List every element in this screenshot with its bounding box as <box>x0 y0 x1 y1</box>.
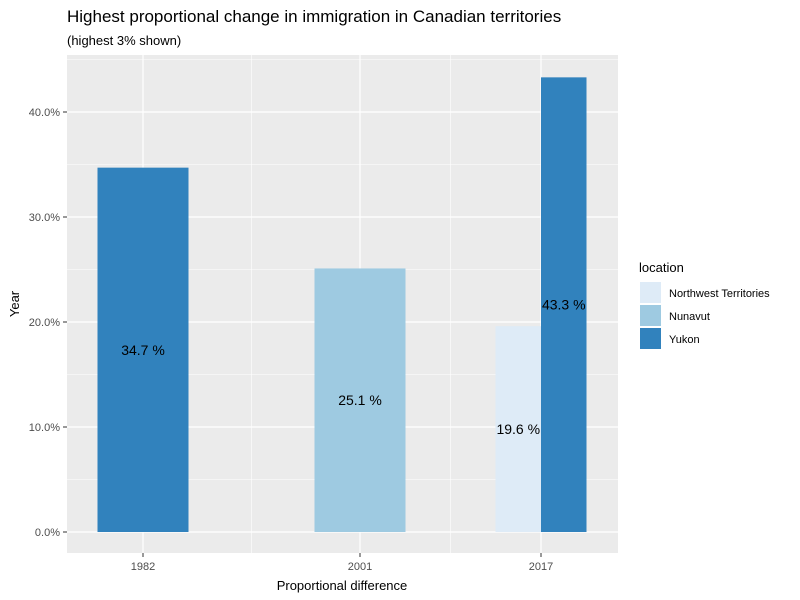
x-tick-label: 2001 <box>348 561 372 573</box>
x-tick-label: 1982 <box>131 561 155 573</box>
bar-2017-yukon <box>541 77 587 532</box>
x-axis-title: Proportional difference <box>277 578 408 593</box>
legend-key <box>640 282 661 303</box>
legend-title: location <box>639 260 684 275</box>
chart-title: Highest proportional change in immigrati… <box>67 7 561 26</box>
legend-label: Yukon <box>669 334 700 346</box>
bars <box>97 77 587 532</box>
data-label: 25.1 % <box>338 392 382 408</box>
bar-2001-nunavut <box>314 268 406 532</box>
y-tick-label: 20.0% <box>29 317 60 329</box>
y-axis-ticks: 0.0% 10.0% 20.0% 30.0% 40.0% <box>29 107 67 539</box>
bar-1982-yukon <box>97 167 189 532</box>
legend-key <box>640 305 661 326</box>
bar-2017-northwest-territories <box>495 326 541 532</box>
y-tick-label: 30.0% <box>29 212 60 224</box>
x-tick-label: 2017 <box>529 561 553 573</box>
legend-key <box>640 328 661 349</box>
y-tick-label: 0.0% <box>35 527 60 539</box>
data-label: 43.3 % <box>542 297 586 313</box>
chart-subtitle: (highest 3% shown) <box>67 33 181 48</box>
x-axis-ticks: 1982 2001 2017 <box>131 553 553 573</box>
data-label: 19.6 % <box>496 421 540 437</box>
legend-label: Northwest Territories <box>669 288 770 300</box>
legend-label: Nunavut <box>669 311 710 323</box>
y-axis-title: Year <box>7 290 22 317</box>
data-label: 34.7 % <box>121 342 165 358</box>
data-labels: 34.7 % 25.1 % 19.6 % 43.3 % <box>121 297 585 437</box>
y-tick-label: 10.0% <box>29 422 60 434</box>
legend: location Northwest Territories Nunavut Yuk… <box>639 260 770 349</box>
y-tick-label: 40.0% <box>29 107 60 119</box>
